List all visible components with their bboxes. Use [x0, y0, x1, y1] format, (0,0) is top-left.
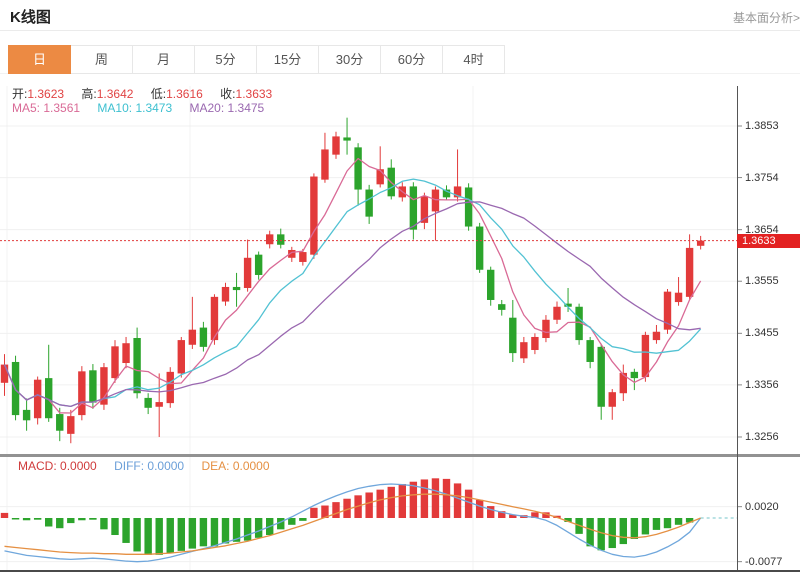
macd-tick-label: -0.0077	[745, 556, 783, 568]
ma20-label: MA20:	[189, 101, 225, 115]
tab-4hour[interactable]: 4时	[443, 45, 505, 74]
diff-label: DIFF:	[114, 459, 145, 473]
low-value: 1.3616	[166, 87, 203, 101]
macd-label: MACD:	[18, 459, 57, 473]
tab-5min[interactable]: 5分	[195, 45, 257, 74]
price-tick-label: 1.3455	[745, 327, 779, 339]
ma-lines	[3, 157, 702, 414]
low-label: 低:	[150, 87, 167, 101]
macd-diff-dea-lines	[4, 483, 737, 563]
ma5-label: MA5:	[12, 101, 41, 115]
ma10-value: 1.3473	[135, 101, 173, 115]
current-price-badge: 1.3633	[737, 234, 800, 248]
macd-info-row: MACD: 0.0000 DIFF: 0.0000 DEA: 0.0000	[18, 459, 284, 473]
ma20-value: 1.3475	[227, 101, 265, 115]
high-label: 高:	[81, 87, 97, 101]
page-title: K线图	[10, 9, 51, 26]
price-tick-label: 1.3356	[745, 379, 779, 391]
header-divider	[0, 30, 800, 31]
close-value: 1.3633	[235, 87, 273, 101]
tab-day[interactable]: 日	[8, 45, 71, 74]
ma5-value: 1.3561	[43, 101, 81, 115]
close-label: 收:	[220, 87, 236, 101]
dea-value: 0.0000	[232, 459, 270, 473]
tab-month[interactable]: 月	[133, 45, 195, 74]
macd-tick-label: 0.0020	[745, 501, 779, 513]
fundamental-analysis-link[interactable]: 基本面分析>	[732, 11, 800, 25]
open-label: 开:	[12, 87, 28, 101]
dea-label: DEA:	[201, 459, 230, 473]
tab-60min[interactable]: 60分	[381, 45, 443, 74]
tab-30min[interactable]: 30分	[319, 45, 381, 74]
grid-lines	[0, 86, 742, 570]
ohlc-info-row: 开:1.3623 高:1.3642 低:1.3616 收:1.3633	[12, 85, 286, 102]
tab-week[interactable]: 周	[71, 45, 133, 74]
price-tick-label: 1.3555	[745, 275, 779, 287]
open-value: 1.3623	[27, 87, 65, 101]
price-tick-label: 1.3754	[745, 172, 779, 184]
diff-value: 0.0000	[147, 459, 185, 473]
price-tick-label: 1.3256	[745, 431, 779, 443]
ma10-label: MA10:	[97, 101, 133, 115]
ma-info-row: MA5: 1.3561 MA10: 1.3473 MA20: 1.3475	[12, 101, 278, 115]
period-tabbar: 日 周 月 5分 15分 30分 60分 4时	[8, 45, 505, 74]
price-tick-label: 1.3853	[745, 120, 779, 132]
macd-value: 0.0000	[60, 459, 97, 473]
macd-histogram	[0, 478, 694, 555]
high-value: 1.3642	[96, 87, 134, 101]
tab-15min[interactable]: 15分	[257, 45, 319, 74]
price-tick-label: 1.3654	[745, 224, 779, 236]
panel-borders	[0, 86, 800, 572]
